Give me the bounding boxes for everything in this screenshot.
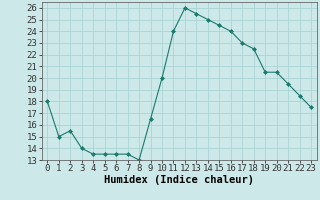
X-axis label: Humidex (Indice chaleur): Humidex (Indice chaleur) bbox=[104, 175, 254, 185]
